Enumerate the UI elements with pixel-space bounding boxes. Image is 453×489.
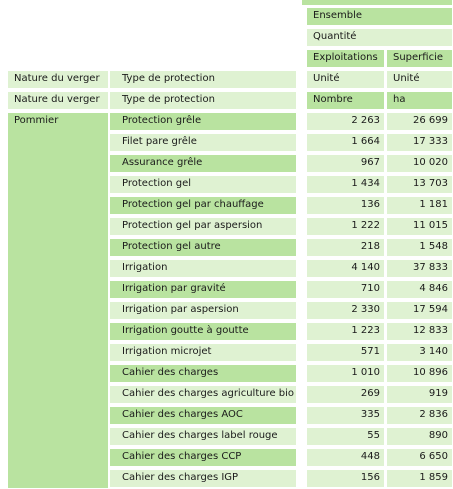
row-label[interactable]: Irrigation par gravité [110, 281, 296, 298]
row-label[interactable]: Protection gel par chauffage [110, 197, 296, 214]
cell-superficie: 13 703 [387, 176, 452, 193]
header-superficie[interactable]: Superficie [387, 50, 452, 67]
cell-superficie: 17 333 [387, 134, 452, 151]
row-label[interactable]: Irrigation goutte à goutte [110, 323, 296, 340]
dim-nature-verger-2[interactable]: Nature du verger [8, 92, 108, 109]
group-pommier[interactable]: Pommier [8, 113, 108, 488]
row-label[interactable]: Protection gel par aspersion [110, 218, 296, 235]
row-label[interactable]: Protection grêle [110, 113, 296, 130]
cell-superficie: 37 833 [387, 260, 452, 277]
unit-ha: ha [387, 92, 452, 109]
row-label[interactable]: Protection gel autre [110, 239, 296, 256]
row-label[interactable]: Cahier des charges agriculture bio [110, 386, 296, 403]
cell-superficie: 1 859 [387, 470, 452, 487]
cell-superficie: 3 140 [387, 344, 452, 361]
cell-superficie: 919 [387, 386, 452, 403]
header-strip-top [302, 0, 452, 5]
cell-exploitations: 1 010 [307, 365, 384, 382]
cell-superficie: 10 020 [387, 155, 452, 172]
cell-superficie: 17 594 [387, 302, 452, 319]
header-quantite[interactable]: Quantité [307, 29, 452, 46]
cell-exploitations: 335 [307, 407, 384, 424]
cell-superficie: 890 [387, 428, 452, 445]
dim-nature-verger[interactable]: Nature du verger [8, 71, 108, 88]
cell-superficie: 1 181 [387, 197, 452, 214]
row-label[interactable]: Filet pare grêle [110, 134, 296, 151]
row-label[interactable]: Cahier des charges CCP [110, 449, 296, 466]
cell-exploitations: 967 [307, 155, 384, 172]
cell-superficie: 11 015 [387, 218, 452, 235]
header-ensemble[interactable]: Ensemble [307, 8, 452, 25]
cell-exploitations: 1 222 [307, 218, 384, 235]
row-label[interactable]: Irrigation microjet [110, 344, 296, 361]
cell-superficie: 6 650 [387, 449, 452, 466]
cell-superficie: 10 896 [387, 365, 452, 382]
cell-exploitations: 4 140 [307, 260, 384, 277]
cell-superficie: 4 846 [387, 281, 452, 298]
cell-superficie: 1 548 [387, 239, 452, 256]
unit-label-exploitations: Unité [307, 71, 384, 88]
cell-exploitations: 136 [307, 197, 384, 214]
cell-exploitations: 2 263 [307, 113, 384, 130]
cell-superficie: 2 836 [387, 407, 452, 424]
cell-superficie: 12 833 [387, 323, 452, 340]
row-label[interactable]: Cahier des charges IGP [110, 470, 296, 487]
cell-exploitations: 55 [307, 428, 384, 445]
cell-exploitations: 1 434 [307, 176, 384, 193]
header-exploitations[interactable]: Exploitations [307, 50, 384, 67]
cell-exploitations: 269 [307, 386, 384, 403]
dim-type-protection[interactable]: Type de protection [110, 71, 296, 88]
unit-nombre: Nombre [307, 92, 384, 109]
cell-superficie: 26 699 [387, 113, 452, 130]
row-label[interactable]: Protection gel [110, 176, 296, 193]
cell-exploitations: 448 [307, 449, 384, 466]
row-label[interactable]: Cahier des charges AOC [110, 407, 296, 424]
dim-type-protection-2[interactable]: Type de protection [110, 92, 296, 109]
row-label[interactable]: Irrigation [110, 260, 296, 277]
unit-label-superficie: Unité [387, 71, 452, 88]
cell-exploitations: 710 [307, 281, 384, 298]
cell-exploitations: 2 330 [307, 302, 384, 319]
row-label[interactable]: Assurance grêle [110, 155, 296, 172]
cell-exploitations: 571 [307, 344, 384, 361]
cell-exploitations: 1 223 [307, 323, 384, 340]
row-label[interactable]: Cahier des charges [110, 365, 296, 382]
cell-exploitations: 1 664 [307, 134, 384, 151]
row-label[interactable]: Irrigation par aspersion [110, 302, 296, 319]
cell-exploitations: 156 [307, 470, 384, 487]
row-label[interactable]: Cahier des charges label rouge [110, 428, 296, 445]
cell-exploitations: 218 [307, 239, 384, 256]
